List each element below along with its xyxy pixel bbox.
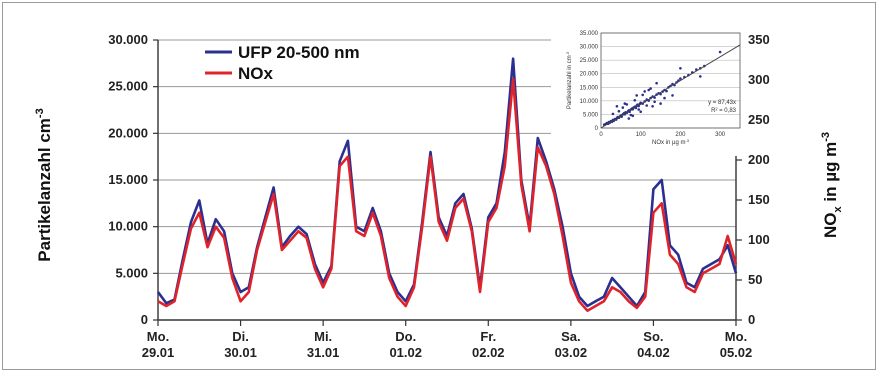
inset-point: [645, 104, 648, 107]
right-tick-label: 100: [748, 232, 770, 247]
inset-y-tick-label: 10.000: [580, 99, 599, 105]
x-tick-day: Do.: [395, 329, 416, 344]
inset-point: [637, 108, 640, 111]
inset-x-tick-label: 0: [599, 132, 603, 138]
left-tick-label: 20.000: [108, 125, 148, 140]
x-tick-date: 03.02: [555, 345, 588, 360]
inset-x-label-sup: -3: [685, 138, 689, 143]
right-tick-label: 350: [748, 32, 770, 47]
right-tick-label: 250: [748, 112, 770, 127]
x-tick-date: 02.02: [472, 345, 505, 360]
series-line-nox: [157, 77, 738, 313]
y-axis-left-label-sup: -3: [34, 108, 46, 118]
x-tick-date: 29.01: [142, 345, 175, 360]
right-tick-label: 0: [748, 312, 755, 327]
inset-point: [633, 99, 637, 102]
left-tick-label: 15.000: [108, 172, 148, 187]
inset-y-tick-label: 25.000: [580, 58, 599, 64]
inset-x-label: NOx in µg m-3: [652, 138, 690, 146]
inset-point: [679, 77, 682, 80]
inset-point: [659, 92, 662, 96]
x-tick-day: So.: [643, 329, 663, 344]
inset-point: [615, 105, 619, 108]
inset-x-tick-label: 300: [715, 132, 726, 138]
right-tick-label: 200: [748, 152, 770, 167]
inset-x-tick-label: 200: [675, 132, 686, 138]
inset-point: [699, 75, 702, 78]
y-axis-right-label-part: NO: [821, 212, 840, 238]
inset-point: [625, 103, 629, 106]
legend-label: UFP 20-500 nm: [238, 43, 360, 62]
x-tick-day: Mi.: [314, 329, 332, 344]
inset-point: [627, 117, 631, 120]
left-tick-label: 5.000: [115, 265, 148, 280]
inset-point: [649, 87, 652, 90]
x-tick-date: 05.02: [720, 345, 753, 360]
x-tick-date: 31.01: [307, 345, 340, 360]
inset-r2: R² = 0,83: [711, 108, 737, 114]
inset-point: [659, 102, 662, 105]
inset-point: [641, 93, 644, 97]
inset-point: [643, 90, 646, 93]
inset-point: [679, 67, 682, 70]
inset-point: [611, 112, 615, 116]
left-tick-label: 25.000: [108, 79, 148, 94]
left-tick-label: 0: [141, 312, 148, 327]
inset-x-tick-label: 100: [636, 132, 647, 138]
x-tick-day: Mo.: [725, 329, 747, 344]
inset-point: [718, 50, 722, 54]
inset-point: [653, 100, 656, 103]
inset-point: [617, 109, 621, 113]
inset-point: [629, 113, 633, 117]
inset-point: [665, 89, 668, 93]
inset-point: [647, 88, 650, 92]
inset-point: [621, 106, 625, 109]
inset-y-tick-label: 0: [595, 126, 599, 132]
inset-equation: y = 87,43x: [708, 100, 736, 106]
x-tick-day: Sa.: [561, 329, 581, 344]
inset-regression-line: [600, 44, 741, 129]
x-tick-day: Mo.: [147, 329, 169, 344]
legend-label: NOx: [238, 64, 274, 83]
inset-point: [651, 105, 654, 108]
left-tick-label: 10.000: [108, 219, 148, 234]
inset-point: [635, 94, 638, 97]
inset-point: [631, 114, 635, 118]
x-tick-date: 30.01: [224, 345, 257, 360]
inset-plot-border: [600, 32, 741, 129]
y-axis-left-label: Partikelanzahl cm-3: [34, 108, 54, 261]
right-tick-label: 300: [748, 72, 770, 87]
inset-point: [653, 96, 656, 99]
left-tick-label: 30.000: [108, 32, 148, 47]
inset-point: [623, 102, 627, 105]
inset-y-label: Partikelanzahl in cm-3: [565, 51, 573, 109]
y-axis-right-label-part: -3: [820, 132, 832, 142]
inset-y-label-sup: -3: [565, 51, 570, 55]
inset-y-tick-label: 5.000: [583, 112, 599, 118]
y-axis-right-label: NOx in µg m-3: [820, 132, 844, 238]
inset-y-tick-label: 35.000: [580, 31, 599, 37]
inset-point: [639, 110, 642, 113]
y-axis-right-label-part: in µg m: [821, 142, 840, 207]
x-tick-day: Di.: [232, 329, 249, 344]
x-tick-date: 01.02: [389, 345, 422, 360]
inset-point: [663, 96, 666, 100]
y-axis-right-label-part: x: [832, 205, 844, 212]
right-tick-label: 150: [748, 192, 770, 207]
x-tick-date: 04.02: [637, 345, 670, 360]
inset-y-tick-label: 20.000: [580, 72, 599, 78]
inset-y-tick-label: 30.000: [580, 45, 599, 51]
inset-point: [655, 81, 658, 85]
right-tick-label: 50: [748, 272, 762, 287]
x-tick-day: Fr.: [480, 329, 496, 344]
inset-point: [671, 94, 674, 97]
inset-y-tick-label: 15.000: [580, 85, 599, 91]
